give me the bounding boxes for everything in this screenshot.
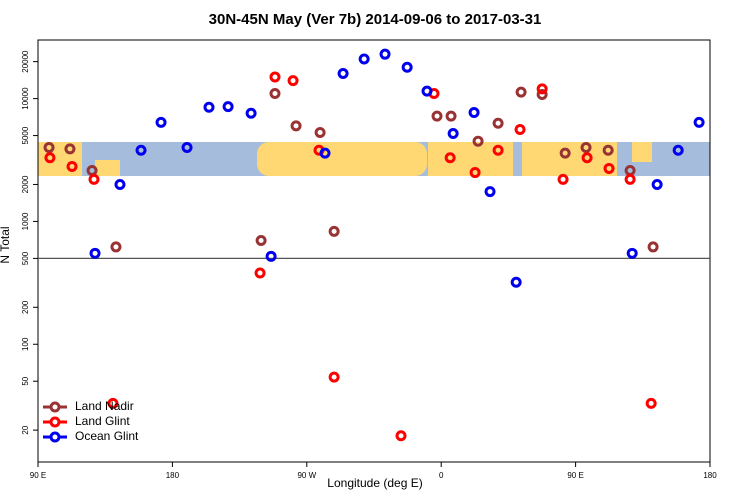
point [492,117,504,129]
x-tick-label: 180 [166,471,180,480]
point [328,371,340,383]
point [203,101,215,113]
point [245,107,257,119]
y-tick-label: 1000 [21,212,30,230]
point [444,152,456,164]
point [580,141,592,153]
point [581,152,593,164]
legend-marker [49,416,61,428]
point [672,144,684,156]
point [319,147,331,159]
point [431,110,443,122]
point [447,127,459,139]
point [269,88,281,100]
point [557,173,569,185]
y-tick-label: 10000 [21,87,30,110]
point [472,135,484,147]
point [492,144,504,156]
legend-label: Land Nadir [75,399,134,413]
y-tick-label: 5000 [21,126,30,144]
point [66,161,78,173]
y-axis-label: N Total [0,226,12,263]
y-tick-label: 50 [21,376,30,385]
y-tick-label: 20000 [21,50,30,73]
point [536,88,548,100]
y-tick-label: 200 [21,300,30,314]
point [44,152,56,164]
point [693,116,705,128]
point [287,75,299,87]
point [265,250,277,262]
y-tick-label: 2000 [21,175,30,193]
point [135,144,147,156]
x-tick-label: 180 [703,471,717,480]
point [624,173,636,185]
point [603,162,615,174]
point [328,225,340,237]
point [358,53,370,65]
y-tick-label: 20 [21,425,30,434]
point [647,241,659,253]
point [651,178,663,190]
point [255,234,267,246]
point [290,120,302,132]
chart-title: 30N-45N May (Ver 7b) 2014-09-06 to 2017-… [209,11,542,28]
point [445,110,457,122]
point [645,397,657,409]
point [510,276,522,288]
point [254,267,266,279]
point [222,101,234,113]
point [421,85,433,97]
point [401,61,413,73]
point [110,241,122,253]
x-tick-label: 0 [439,471,444,480]
legend-label: Ocean Glint [75,429,139,443]
point [107,397,119,409]
x-tick-label: 90 E [567,471,583,480]
point [64,143,76,155]
point [89,247,101,259]
legend-label: Land Glint [75,414,130,428]
point [314,126,326,138]
point [559,147,571,159]
point [337,68,349,80]
x-tick-label: 90 W [297,471,316,480]
point [514,124,526,136]
point [469,167,481,179]
point [269,71,281,83]
point [536,83,548,95]
legend-marker [49,431,61,443]
x-axis-label: Longitude (deg E) [327,476,422,490]
point [515,86,527,98]
point [395,430,407,442]
point [88,173,100,185]
point [181,141,193,153]
point [43,141,55,153]
point [379,48,391,60]
point [602,144,614,156]
point [114,178,126,190]
point [468,107,480,119]
y-tick-label: 500 [21,251,30,265]
point [626,247,638,259]
x-tick-label: 90 E [30,471,46,480]
point [484,186,496,198]
plot-frame [37,39,711,463]
point [155,116,167,128]
y-tick-label: 100 [21,337,30,351]
legend-marker [49,401,61,413]
